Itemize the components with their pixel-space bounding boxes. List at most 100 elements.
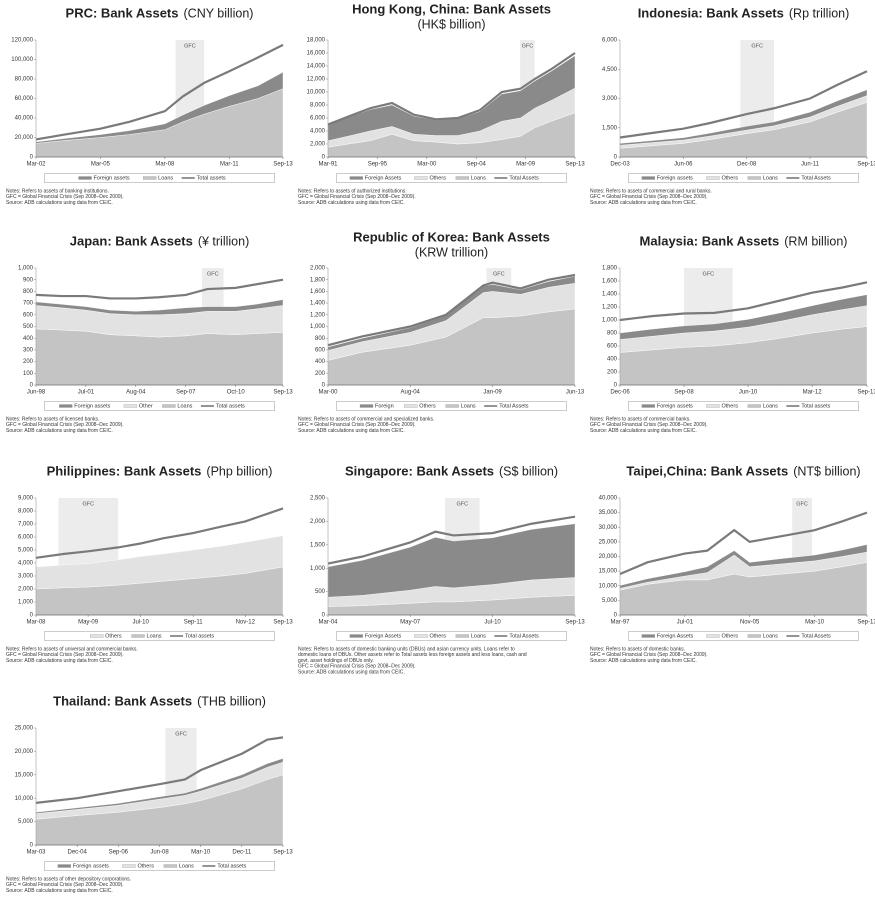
legend-box <box>44 401 275 411</box>
legend-swatch <box>163 864 178 868</box>
chart-title: PRC: Bank Assets <box>66 5 179 20</box>
legend-label: Foreign assets <box>74 403 110 409</box>
y-tick-label: 1,000 <box>602 318 618 324</box>
note-line: Notes: Refers to assets of domestic bank… <box>590 646 685 652</box>
y-tick-label: 20,000 <box>15 749 34 755</box>
x-tick-label: Dec-11 <box>232 850 252 856</box>
y-tick-label: 900 <box>23 277 34 283</box>
legend-swatch <box>641 404 655 408</box>
x-tick-label: Sep-13 <box>857 390 875 396</box>
legend-label: Loans <box>763 403 778 409</box>
legend-label: Total assets <box>197 175 226 181</box>
chart-title: Philippines: Bank Assets <box>47 463 202 478</box>
x-tick-label: Sep-13 <box>273 162 293 168</box>
y-tick-label: 40,000 <box>15 116 34 122</box>
x-tick-label: Dec-08 <box>737 162 757 168</box>
chart-title: Malaysia: Bank Assets <box>640 233 780 248</box>
legend-label: Others <box>419 403 436 409</box>
y-tick-label: 3,000 <box>18 574 34 580</box>
total-line <box>619 281 868 322</box>
stacked-area <box>619 294 868 340</box>
gfc-label: GFC <box>83 501 95 507</box>
total-line <box>35 736 284 804</box>
gfc-label: GFC <box>522 43 534 49</box>
chart-panel: Thailand: Bank Assets (THB billion) 0 5,000… <box>6 693 293 893</box>
legend-label: Total Assets <box>801 175 831 181</box>
x-tick-label: Nov-05 <box>740 620 760 626</box>
x-tick-label: Nov-12 <box>236 620 256 626</box>
y-tick-label: 6,000 <box>310 116 326 122</box>
chart-title: Indonesia: Bank Assets <box>638 5 784 20</box>
y-tick-label: 1,400 <box>310 301 326 307</box>
legend-label: Others <box>137 863 154 869</box>
note-line: GFC = Global Financial Crisis (Sep 2008–… <box>590 652 708 658</box>
note-line: Source: ADB calculations using data from… <box>298 670 405 676</box>
x-tick-label: Mar-12 <box>803 390 823 396</box>
y-tick-label: 10,000 <box>307 90 326 96</box>
x-tick-label: Jun-13 <box>566 390 585 396</box>
x-tick-label: Jul-01 <box>78 390 95 396</box>
x-tick-label: Mar-11 <box>220 162 239 168</box>
x-tick-label: Mar-03 <box>26 850 46 856</box>
chart-panel: PRC: Bank Assets (CNY billion) 0 20,000 40,0… <box>6 5 293 205</box>
y-tick-label: 20,000 <box>15 135 34 141</box>
chart-panel: Japan: Bank Assets (¥ trillion) 0 100 200 300… <box>6 233 293 433</box>
x-tick-label: Dec-06 <box>610 390 630 396</box>
y-tick-label: 7,000 <box>18 522 34 528</box>
y-tick-label: 5,000 <box>18 819 34 825</box>
legend-label: Foreign Assets <box>365 175 402 181</box>
chart-subtitle: (S$ billion) <box>499 464 558 478</box>
y-tick-label: 5,000 <box>602 598 618 604</box>
y-tick-label: 0 <box>30 155 34 161</box>
stacked-area <box>619 544 868 589</box>
total-line <box>35 278 284 300</box>
x-tick-label: Mar-09 <box>516 162 536 168</box>
x-tick-label: Jun-08 <box>150 850 169 856</box>
y-tick-label: 1,000 <box>310 324 326 330</box>
legend-label: Others <box>429 175 446 181</box>
x-tick-label: Jul-10 <box>132 620 149 626</box>
legend-label: Foreign <box>375 403 394 409</box>
y-tick-label: 1,000 <box>310 566 326 572</box>
total-line <box>35 507 284 559</box>
note-line: GFC = Global Financial Crisis (Sep 2008–… <box>298 422 416 428</box>
y-tick-label: 600 <box>23 312 34 318</box>
stacked-area <box>327 523 576 598</box>
chart-panel: Malaysia: Bank Assets (RM billion) 0 200 400… <box>590 233 875 433</box>
y-tick-label: 200 <box>607 370 618 376</box>
y-tick-label: 25,000 <box>15 726 34 732</box>
y-tick-label: 0 <box>322 613 326 619</box>
y-tick-label: 400 <box>23 336 34 342</box>
legend-swatch <box>90 634 104 638</box>
legend-swatch <box>641 176 655 180</box>
y-tick-label: 2,000 <box>18 587 34 593</box>
y-tick-label: 15,000 <box>599 569 618 575</box>
x-tick-label: Jun-06 <box>674 162 693 168</box>
note-line: GFC = Global Financial Crisis (Sep 2008–… <box>6 882 124 888</box>
legend-label: Loans <box>461 403 476 409</box>
legend-label: Foreign assets <box>657 175 693 181</box>
legend-swatch <box>131 634 145 638</box>
y-tick-label: 4,500 <box>602 67 618 73</box>
note-line: Source: ADB calculations using data from… <box>590 428 697 434</box>
note-line: Notes: Refers to assets of other deposit… <box>6 876 131 882</box>
legend-label: Loans <box>763 175 778 181</box>
x-tick-label: Jun-11 <box>801 162 820 168</box>
x-tick-label: Sep-13 <box>273 850 293 856</box>
stacked-area <box>35 535 284 590</box>
legend-swatch <box>349 634 364 638</box>
y-tick-label: 14,000 <box>307 64 326 70</box>
stacked-area <box>35 299 284 315</box>
total-line <box>327 273 576 347</box>
legend-box <box>44 861 275 871</box>
note-line: Notes: Refers to assets of domestic bank… <box>298 646 515 652</box>
y-tick-label: 20,000 <box>599 554 618 560</box>
chart-title: Thailand: Bank Assets <box>53 693 192 708</box>
stacked-area <box>35 71 284 144</box>
stacked-area <box>35 328 284 386</box>
chart-subtitle: (CNY billion) <box>184 6 254 20</box>
gfc-label: GFC <box>703 271 715 277</box>
x-tick-label: Dec-04 <box>67 850 87 856</box>
y-tick-label: 0 <box>614 613 618 619</box>
chart-panel: Indonesia: Bank Assets (Rp trillion) 0 1,50… <box>590 5 875 205</box>
